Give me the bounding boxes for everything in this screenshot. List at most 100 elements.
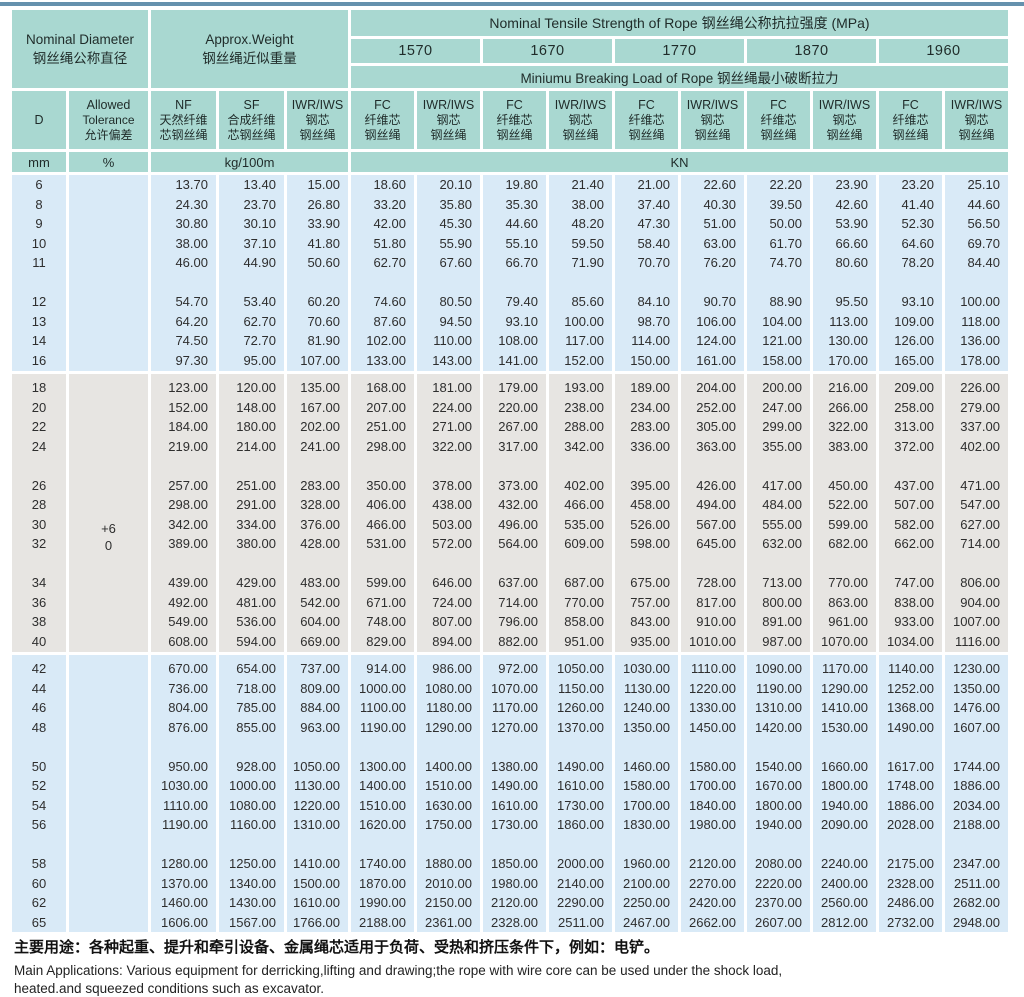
table-cell: 1940.00 bbox=[813, 796, 876, 816]
table-cell: 2511.00 bbox=[549, 913, 612, 933]
table-cell: 1330.00 bbox=[681, 698, 744, 718]
table-cell: 1400.00 bbox=[417, 757, 480, 777]
table-cell: 342.00 bbox=[549, 437, 612, 457]
table-cell: 1410.00 bbox=[287, 854, 348, 874]
table-cell: 67.60 bbox=[417, 253, 480, 273]
row-gap bbox=[417, 456, 480, 476]
table-cell: 376.00 bbox=[287, 515, 348, 535]
table-cell: 20 bbox=[12, 398, 66, 418]
table-cell bbox=[69, 679, 148, 699]
nominal-diameter-en: Nominal Diameter bbox=[26, 30, 134, 49]
table-cell: 1070.00 bbox=[813, 632, 876, 652]
table-cell: 1630.00 bbox=[417, 796, 480, 816]
table-cell: 110.00 bbox=[417, 331, 480, 351]
table-cell: 117.00 bbox=[549, 331, 612, 351]
table-cell: 42.60 bbox=[813, 195, 876, 215]
row-gap bbox=[69, 835, 148, 855]
table-cell: 74.70 bbox=[747, 253, 810, 273]
table-cell: 439.00 bbox=[151, 573, 216, 593]
table-cell bbox=[69, 292, 148, 312]
table-cell: 22.20 bbox=[747, 175, 810, 195]
table-cell: 609.00 bbox=[549, 534, 612, 554]
table-cell: 2290.00 bbox=[549, 893, 612, 913]
table-cell: 1090.00 bbox=[747, 659, 810, 679]
table-cell: 38.00 bbox=[151, 234, 216, 254]
table-cell: 79.40 bbox=[483, 292, 546, 312]
table-cell: 2486.00 bbox=[879, 893, 942, 913]
row-gap bbox=[615, 835, 678, 855]
table-cell: 2250.00 bbox=[615, 893, 678, 913]
table-cell: 2010.00 bbox=[417, 874, 480, 894]
footer-main-applications-en-line2: heated.and squeezed conditions such as e… bbox=[14, 980, 1010, 997]
row-gap bbox=[747, 273, 810, 293]
table-cell: 2328.00 bbox=[483, 913, 546, 933]
approx-weight-cn: 钢丝绳近似重量 bbox=[202, 49, 297, 68]
table-cell: 1567.00 bbox=[219, 913, 284, 933]
row-gap bbox=[549, 737, 612, 757]
table-cell: 168.00 bbox=[351, 378, 414, 398]
table-cell: 78.20 bbox=[879, 253, 942, 273]
table-cell: 90.70 bbox=[681, 292, 744, 312]
table-cell: 637.00 bbox=[483, 573, 546, 593]
table-cell: 662.00 bbox=[879, 534, 942, 554]
table-cell: 671.00 bbox=[351, 593, 414, 613]
table-cell: 113.00 bbox=[813, 312, 876, 332]
table-cell: 298.00 bbox=[151, 495, 216, 515]
table-cell: 2120.00 bbox=[681, 854, 744, 874]
table-cell: 1250.00 bbox=[219, 854, 284, 874]
table-cell: 74.50 bbox=[151, 331, 216, 351]
table-cell: 1010.00 bbox=[681, 632, 744, 652]
table-cell: 2090.00 bbox=[813, 815, 876, 835]
nominal-diameter-header: Nominal Diameter 钢丝绳公称直径 bbox=[12, 10, 148, 88]
table-cell: 1940.00 bbox=[747, 815, 810, 835]
table-cell: 42.00 bbox=[351, 214, 414, 234]
table-cell: 95.50 bbox=[813, 292, 876, 312]
table-cell: 41.80 bbox=[287, 234, 348, 254]
table-cell: 60 bbox=[12, 874, 66, 894]
row-gap bbox=[879, 554, 942, 574]
row-gap bbox=[351, 456, 414, 476]
table-cell: 1080.00 bbox=[219, 796, 284, 816]
table-cell: 748.00 bbox=[351, 612, 414, 632]
table-cell: 161.00 bbox=[681, 351, 744, 371]
table-cell bbox=[69, 437, 148, 457]
table-cell: 44.60 bbox=[945, 195, 1008, 215]
table-cell: 2000.00 bbox=[549, 854, 612, 874]
table-cell: 130.00 bbox=[813, 331, 876, 351]
table-cell: 986.00 bbox=[417, 659, 480, 679]
table-cell: 2812.00 bbox=[813, 913, 876, 933]
table-cell: 2607.00 bbox=[747, 913, 810, 933]
table-cell: 189.00 bbox=[615, 378, 678, 398]
table-cell: 928.00 bbox=[219, 757, 284, 777]
row-gap bbox=[351, 554, 414, 574]
table-cell bbox=[69, 175, 148, 195]
table-cell: 1800.00 bbox=[813, 776, 876, 796]
table-cell: 337.00 bbox=[945, 417, 1008, 437]
table-cell: 26.80 bbox=[287, 195, 348, 215]
table-cell: 152.00 bbox=[549, 351, 612, 371]
table-cell: 1980.00 bbox=[483, 874, 546, 894]
table-cell: 1610.00 bbox=[483, 796, 546, 816]
table-cell: 88.90 bbox=[747, 292, 810, 312]
table-cell: 15.00 bbox=[287, 175, 348, 195]
table-cell: 1350.00 bbox=[615, 718, 678, 738]
table-cell: 950.00 bbox=[151, 757, 216, 777]
table-cell: 1744.00 bbox=[945, 757, 1008, 777]
table-cell: 279.00 bbox=[945, 398, 1008, 418]
table-cell: 1840.00 bbox=[681, 796, 744, 816]
table-cell: 1500.00 bbox=[287, 874, 348, 894]
unit-mm: mm bbox=[12, 152, 66, 172]
table-cell: 9 bbox=[12, 214, 66, 234]
table-cell: 572.00 bbox=[417, 534, 480, 554]
table-cell: 305.00 bbox=[681, 417, 744, 437]
